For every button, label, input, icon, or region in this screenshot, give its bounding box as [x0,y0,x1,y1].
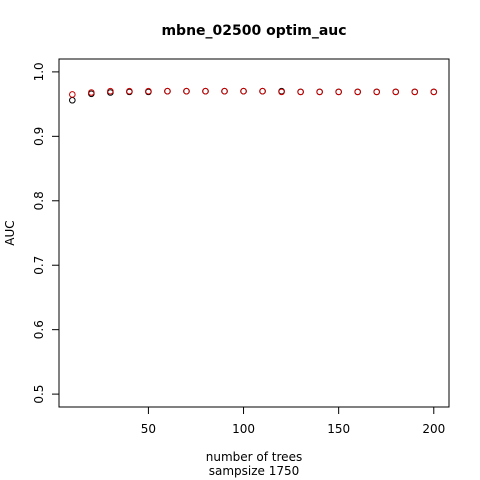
data-point-series-2 [259,87,266,95]
data-point-series-2 [69,91,76,98]
data-point-series-2 [145,87,152,95]
data-point-series-2 [373,88,381,96]
y-tick-label: 0.9 [32,127,46,146]
data-point-series-2 [297,88,304,96]
x-tick-label: 50 [141,422,156,436]
x-axis-label: number of trees [206,450,302,464]
data-point-series-2 [88,89,95,96]
x-axis-sublabel: sampsize 1750 [209,464,300,478]
chart-title: mbne_02500 optim_auc [161,23,346,39]
data-point-series-2 [278,88,285,96]
data-point-series-2 [411,88,419,96]
x-axis: 50 100 150 200 [141,407,445,436]
data-point-series-2 [202,87,209,95]
x-tick-label: 200 [422,422,445,436]
y-tick-label: 0.5 [32,385,46,404]
y-tick-label: 1.0 [32,62,46,81]
data-point-series-2 [430,88,438,96]
data-point-series-2 [392,88,400,96]
data-point-series-2 [316,88,323,96]
y-axis: 0.5 0.6 0.7 0.8 0.9 1.0 [32,62,59,404]
x-tick-label: 100 [232,422,255,436]
y-tick-label: 0.6 [32,320,46,339]
data-point-series-2 [107,87,114,95]
data-point-series-2 [183,87,190,95]
y-tick-label: 0.8 [32,191,46,210]
data-point-series-2 [240,87,247,95]
plot-frame [58,58,450,408]
data-point-series-2 [126,87,133,95]
data-point-series-2 [221,87,228,95]
data-points [69,87,438,104]
data-point-series-2 [164,87,171,95]
data-point-series-2 [335,88,342,96]
data-point-series-2 [354,88,361,96]
y-tick-label: 0.7 [32,256,46,275]
y-axis-label: AUC [3,220,17,245]
x-tick-label: 150 [327,422,350,436]
